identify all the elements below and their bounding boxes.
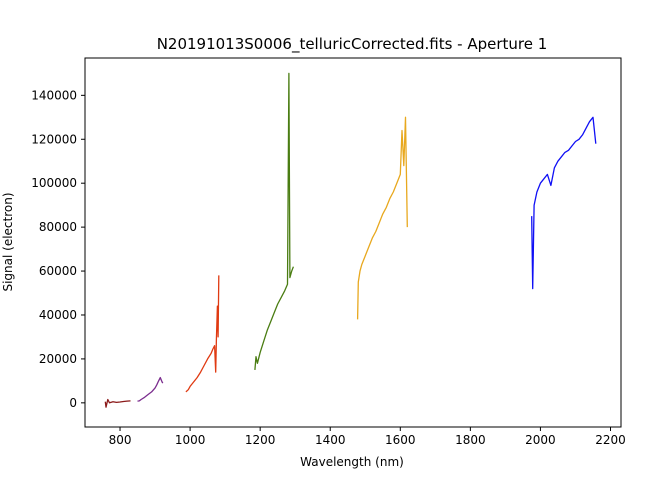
x-axis-label: Wavelength (nm) (300, 455, 404, 469)
x-tick-label: 1200 (245, 433, 276, 447)
y-axis-ticks: 0 20000 40000 60000 80000 100000 120000 140000 (31, 88, 85, 410)
x-tick-label: 2000 (525, 433, 556, 447)
spectrum-series-line (137, 376, 164, 402)
y-tick-label: 0 (69, 396, 77, 410)
x-axis-ticks: 800 1000 1200 1400 1600 1800 2000 2200 (109, 427, 626, 447)
x-tick-label: 1400 (315, 433, 346, 447)
spectrum-series-line (254, 72, 295, 370)
x-tick-label: 2200 (595, 433, 626, 447)
spectrum-series-line (185, 275, 220, 393)
y-tick-label: 80000 (39, 220, 77, 234)
y-axis-label: Signal (electron) (1, 192, 15, 291)
x-tick-label: 1600 (385, 433, 416, 447)
y-tick-label: 40000 (39, 308, 77, 322)
y-tick-label: 140000 (31, 88, 77, 102)
x-tick-label: 1800 (455, 433, 486, 447)
x-tick-label: 800 (109, 433, 132, 447)
y-tick-label: 60000 (39, 264, 77, 278)
x-tick-label: 1000 (175, 433, 206, 447)
spectrum-series-line (531, 116, 597, 290)
plot-area (104, 72, 597, 408)
spectrum-series-line (104, 398, 131, 408)
spectrum-series-line (356, 116, 408, 320)
y-tick-label: 20000 (39, 352, 77, 366)
y-tick-label: 120000 (31, 132, 77, 146)
y-tick-label: 100000 (31, 176, 77, 190)
axes-frame (84, 57, 622, 428)
chart-title: N20191013S0006_telluricCorrected.fits - … (157, 35, 548, 54)
